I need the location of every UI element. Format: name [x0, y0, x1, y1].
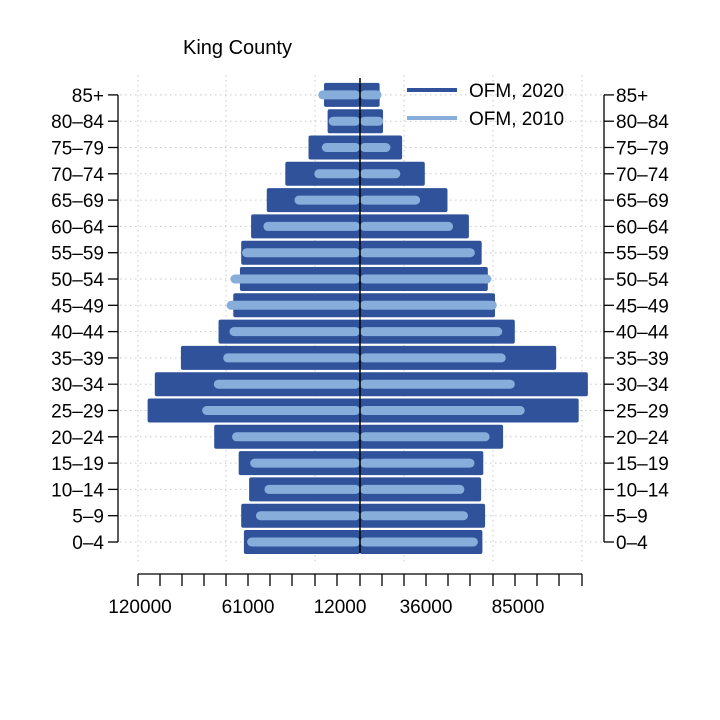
bar-2010-left-2: [264, 484, 360, 494]
right-age-label: 85+: [616, 86, 648, 107]
bar-2010-left-1: [255, 511, 360, 521]
bar-2010-right-2: [360, 484, 465, 494]
bar-2010-right-5: [360, 406, 525, 415]
bar-2010-left-5: [202, 406, 360, 415]
right-age-axis: 0–4 5–9 10–14 15–19 20–24 25–29 30–34 35–39 40–4…: [603, 86, 669, 554]
right-age-label: 55–59: [616, 244, 669, 265]
x-tick-label: 61000: [222, 597, 275, 618]
left-age-label: 35–39: [51, 349, 104, 370]
bar-2010-left-3: [250, 458, 360, 468]
bar-2010-left-7: [223, 353, 360, 363]
bar-2010-right-15: [360, 143, 391, 152]
bar-2010-left-0: [247, 537, 360, 547]
right-age-label: 35–39: [616, 349, 669, 370]
legend-label-2020: OFM, 2020: [469, 81, 564, 102]
bar-2010-right-3: [360, 458, 475, 468]
right-age-label: 80–84: [616, 112, 669, 133]
right-age-label: 5–9: [616, 507, 648, 528]
bar-2010-left-6: [213, 379, 360, 389]
left-age-label: 75–79: [51, 139, 104, 160]
x-tick-label: 36000: [400, 597, 453, 618]
x-tick-label: 120000: [108, 597, 171, 618]
bar-2010-left-8: [229, 327, 360, 337]
bar-2010-right-10: [360, 274, 492, 284]
legend-label-2010: OFM, 2010: [469, 109, 564, 130]
left-age-label: 0–4: [72, 533, 104, 554]
right-age-label: 20–24: [616, 428, 669, 449]
right-age-label: 0–4: [616, 533, 648, 554]
right-age-label: 60–64: [616, 217, 669, 238]
bar-2010-right-0: [360, 537, 478, 547]
left-age-label: 70–74: [51, 165, 104, 186]
bar-2010-right-1: [360, 511, 468, 521]
bar-2010-right-17: [360, 90, 382, 100]
bar-2010-left-10: [230, 274, 360, 284]
bar-2010-left-9: [226, 300, 360, 310]
left-age-label: 65–69: [51, 191, 104, 212]
bar-2010-right-8: [360, 327, 503, 337]
left-age-label: 15–19: [51, 454, 104, 475]
left-age-axis: 0–4 5–9 10–14 15–19 20–24 25–29 30–34 35–39 40–4…: [51, 86, 119, 554]
bar-2010-right-7: [360, 353, 506, 363]
left-age-label: 40–44: [51, 323, 104, 344]
left-age-label: 50–54: [51, 270, 104, 291]
bar-2010-right-11: [360, 248, 475, 258]
bar-2010-left-15: [321, 143, 360, 152]
bar-2010-right-12: [360, 221, 454, 231]
right-age-label: 45–49: [616, 296, 669, 317]
bar-2010-right-6: [360, 379, 515, 389]
left-age-label: 20–24: [51, 428, 104, 449]
left-age-label: 5–9: [72, 507, 104, 528]
right-age-label: 15–19: [616, 454, 669, 475]
right-age-label: 65–69: [616, 191, 669, 212]
left-age-label: 45–49: [51, 296, 104, 317]
right-age-label: 70–74: [616, 165, 669, 186]
bar-2010-left-17: [318, 90, 360, 100]
right-age-label: 40–44: [616, 323, 669, 344]
bar-2010-right-13: [360, 195, 421, 205]
right-age-label: 25–29: [616, 402, 669, 423]
bars-2010-group: [202, 90, 525, 547]
left-age-label: 55–59: [51, 244, 104, 265]
chart-title: King County: [183, 37, 292, 59]
right-age-label: 30–34: [616, 375, 669, 396]
legend: OFM, 2020 OFM, 2010: [407, 81, 564, 130]
left-age-label: 30–34: [51, 375, 104, 396]
x-tick-label: 12000: [314, 597, 367, 618]
left-age-label: 80–84: [51, 112, 104, 133]
bar-2010-right-14: [360, 169, 401, 179]
left-age-label: 60–64: [51, 217, 104, 238]
bar-2010-left-12: [263, 221, 360, 231]
bottom-population-axis: 120000 61000 12000 36000 85000: [108, 573, 583, 618]
left-age-label: 25–29: [51, 402, 104, 423]
bar-2010-left-16: [328, 116, 360, 126]
bars-2020-group: [147, 82, 588, 554]
bar-2010-left-14: [314, 169, 360, 179]
bar-2010-right-16: [360, 116, 384, 126]
right-age-label: 50–54: [616, 270, 669, 291]
bar-2010-left-13: [294, 195, 360, 205]
bar-2010-left-4: [232, 432, 360, 442]
x-tick-label: 85000: [492, 597, 545, 618]
bar-2010-right-4: [360, 432, 490, 442]
left-age-label: 10–14: [51, 480, 104, 501]
left-age-label: 85+: [72, 86, 104, 107]
bar-2010-right-9: [360, 300, 497, 310]
bar-2010-left-11: [242, 248, 360, 258]
right-age-label: 10–14: [616, 480, 669, 501]
right-age-label: 75–79: [616, 139, 669, 160]
